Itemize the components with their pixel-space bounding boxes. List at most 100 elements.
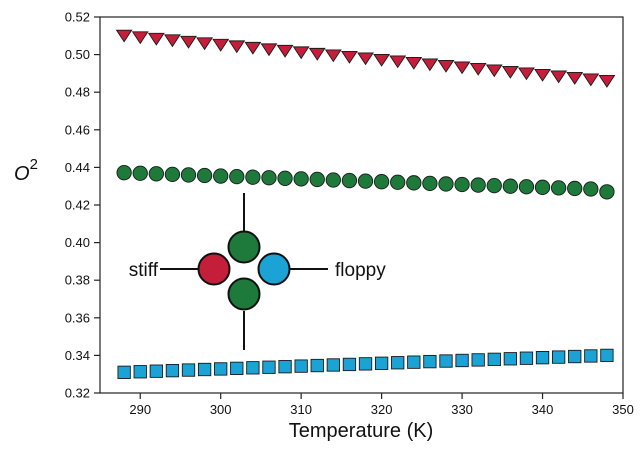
data-point-square [439, 354, 453, 368]
data-point-square [181, 363, 196, 377]
inset-stiff-label: stiff [129, 260, 159, 281]
series-layer [115, 29, 616, 379]
data-point-square [133, 365, 147, 379]
data-point-circle [229, 168, 245, 185]
x-tick-label: 330 [451, 402, 473, 417]
data-point-circle [180, 167, 197, 183]
data-point-circle [196, 167, 213, 184]
data-point-triangle-down [163, 34, 181, 48]
data-point-triangle-down [212, 38, 230, 52]
data-point-square [519, 351, 534, 365]
data-point-circle [567, 180, 583, 197]
y-tick-label: 0.46 [65, 122, 90, 137]
y-tick-label: 0.42 [65, 198, 90, 213]
data-point-circle [438, 176, 454, 192]
data-point-square [230, 361, 244, 376]
x-axis-title: Temperature (K) [289, 420, 434, 442]
data-point-square [262, 360, 276, 374]
data-point-circle [406, 175, 422, 191]
y-tick-label: 0.38 [65, 273, 90, 288]
y-axis-title: O2 [14, 156, 38, 185]
inset-floppy-circle [257, 252, 291, 286]
x-tick-label: 310 [290, 402, 312, 417]
data-point-square [407, 355, 421, 369]
data-point-square [149, 364, 163, 378]
data-point-circle [470, 177, 486, 193]
data-point-triangle-down [340, 50, 358, 64]
stiff-floppy-inset: stiff floppy [129, 193, 386, 350]
data-point-square [278, 360, 292, 374]
data-point-circle [599, 184, 615, 200]
data-point-square [214, 362, 228, 376]
data-point-circle [454, 176, 470, 193]
y-tick-label: 0.40 [65, 235, 90, 250]
y-axis-title-base: O [14, 163, 30, 185]
series-triangle-down [115, 29, 616, 88]
x-tick-label: 300 [210, 402, 232, 417]
data-point-square [487, 352, 501, 366]
x-tick-label: 350 [612, 402, 634, 417]
data-point-triangle-down [389, 55, 407, 69]
inset-floppy-label: floppy [335, 260, 386, 281]
data-point-triangle-down [534, 68, 551, 82]
data-point-triangle-down [598, 75, 616, 88]
series-circle [116, 165, 615, 200]
inset-stiff-circle [197, 252, 231, 286]
y-axis-ticks: 0.32 0.34 0.36 0.38 0.40 0.42 0.44 0.46 0.48 0.50… [65, 10, 100, 401]
y-tick-label: 0.52 [65, 10, 90, 25]
data-point-circle [390, 174, 406, 190]
data-point-triangle-down [196, 37, 214, 51]
data-point-triangle-down [292, 46, 310, 60]
data-point-triangle-down [115, 29, 133, 43]
data-point-circle [534, 179, 551, 195]
data-point-square [391, 356, 405, 370]
data-point-circle [132, 165, 148, 181]
data-point-circle [164, 166, 181, 183]
data-point-square [471, 353, 485, 367]
data-point-square [326, 358, 340, 372]
data-point-triangle-down [469, 62, 487, 76]
data-point-circle [486, 177, 502, 194]
data-point-square [246, 361, 260, 375]
data-point-circle [341, 172, 358, 189]
data-point-triangle-down [501, 65, 519, 79]
data-point-circle [325, 172, 341, 188]
x-tick-label: 290 [129, 402, 151, 417]
data-point-triangle-down [180, 35, 197, 49]
data-point-square [455, 353, 469, 368]
data-point-triangle-down [582, 73, 600, 87]
data-point-circle [309, 171, 325, 188]
data-point-circle [116, 165, 132, 181]
inset-top-circle [227, 230, 261, 264]
y-tick-label: 0.48 [65, 85, 90, 100]
data-point-square [423, 354, 437, 369]
series-square [117, 348, 614, 379]
data-point-triangle-down [550, 70, 568, 84]
data-point-triangle-down [324, 49, 342, 63]
data-point-triangle-down [453, 61, 471, 75]
data-point-triangle-down [308, 47, 326, 61]
data-point-triangle-down [147, 32, 165, 46]
data-point-square [503, 352, 518, 366]
inset-bottom-circle [227, 277, 261, 311]
data-point-circle [245, 169, 261, 185]
data-point-circle [550, 180, 567, 196]
data-point-circle [373, 174, 390, 190]
y-tick-label: 0.34 [65, 348, 90, 363]
y-tick-label: 0.32 [65, 386, 90, 401]
data-point-triangle-down [260, 43, 278, 57]
data-point-square [342, 357, 357, 372]
data-point-circle [357, 173, 374, 189]
data-point-square [165, 363, 180, 378]
x-tick-label: 340 [532, 402, 554, 417]
data-point-square [117, 365, 131, 379]
data-point-triangle-down [566, 71, 584, 85]
data-point-circle [277, 170, 293, 186]
data-point-square [310, 358, 324, 373]
data-point-square [197, 362, 212, 377]
data-point-triangle-down [421, 58, 439, 72]
data-point-square [535, 351, 550, 365]
data-point-triangle-down [228, 40, 246, 54]
data-point-circle [518, 179, 535, 195]
